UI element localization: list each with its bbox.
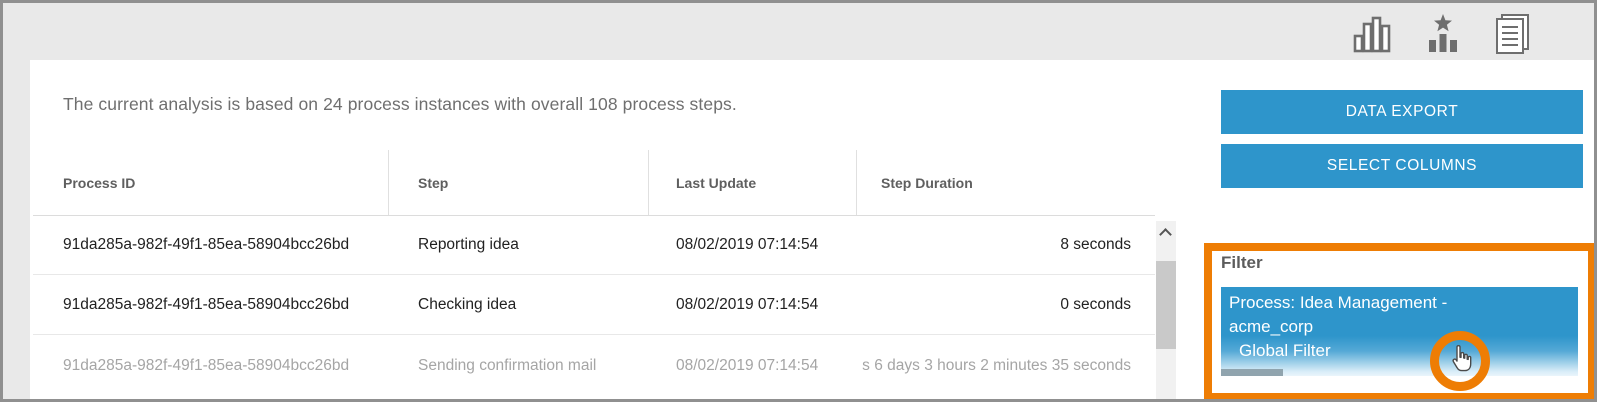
column-divider	[388, 150, 389, 215]
column-header-step: Step	[418, 175, 449, 191]
column-header-process-id: Process ID	[63, 175, 136, 191]
filter-section-title: Filter	[1221, 253, 1263, 272]
column-header-step-duration: Step Duration	[881, 175, 973, 191]
filter-chip-line: acme_corp	[1229, 317, 1314, 336]
table-scrollbar[interactable]	[1156, 221, 1176, 399]
column-divider	[648, 150, 649, 215]
cell-step-duration: 0 seconds	[1060, 296, 1131, 313]
cell-step: Reporting idea	[418, 236, 519, 253]
active-filter-chip[interactable]: Process: Idea Management - acme_corp Glo…	[1221, 287, 1578, 376]
scroll-up-button[interactable]	[1156, 221, 1176, 243]
toolbar	[3, 3, 1594, 60]
cell-last-update: 08/02/2019 07:14:54	[676, 356, 819, 374]
cell-step-duration: 8 seconds	[1060, 236, 1131, 253]
scrollbar-thumb[interactable]	[1156, 261, 1176, 349]
analysis-summary-text: The current analysis is based on 24 proc…	[63, 94, 737, 114]
column-header-last-update: Last Update	[676, 175, 757, 191]
data-export-button[interactable]: DATA EXPORT	[1221, 90, 1583, 134]
table-header-divider	[33, 215, 1155, 216]
chip-horizontal-scrollbar-thumb[interactable]	[1221, 369, 1283, 376]
starred-chart-icon[interactable]	[1423, 12, 1463, 56]
cell-last-update: 08/02/2019 07:14:54	[676, 296, 819, 313]
table-row[interactable]: 91da285a-982f-49f1-85ea-58904bcc26bd Rep…	[33, 216, 1155, 275]
cell-last-update: 08/02/2019 07:14:54	[676, 236, 819, 253]
table-row[interactable]: 91da285a-982f-49f1-85ea-58904bcc26bd Sen…	[33, 336, 1155, 395]
cell-process-id: 91da285a-982f-49f1-85ea-58904bcc26bd	[63, 356, 350, 374]
cell-step-duration: s 6 days 3 hours 2 minutes 35 seconds	[862, 356, 1131, 374]
cell-step: Sending confirmation mail	[418, 356, 597, 374]
select-columns-button[interactable]: SELECT COLUMNS	[1221, 144, 1583, 188]
filter-chip-line: Process: Idea Management -	[1229, 293, 1448, 312]
table-row[interactable]: 91da285a-982f-49f1-85ea-58904bcc26bd Che…	[33, 276, 1155, 335]
filter-chip-line: Global Filter	[1239, 341, 1331, 360]
column-divider	[856, 150, 857, 215]
report-document-icon[interactable]	[1492, 12, 1532, 56]
chevron-up-icon	[1159, 228, 1172, 241]
cell-process-id: 91da285a-982f-49f1-85ea-58904bcc26bd	[63, 296, 350, 313]
bar-chart-icon[interactable]	[1352, 12, 1392, 56]
cell-process-id: 91da285a-982f-49f1-85ea-58904bcc26bd	[63, 236, 350, 253]
cell-step: Checking idea	[418, 296, 517, 313]
